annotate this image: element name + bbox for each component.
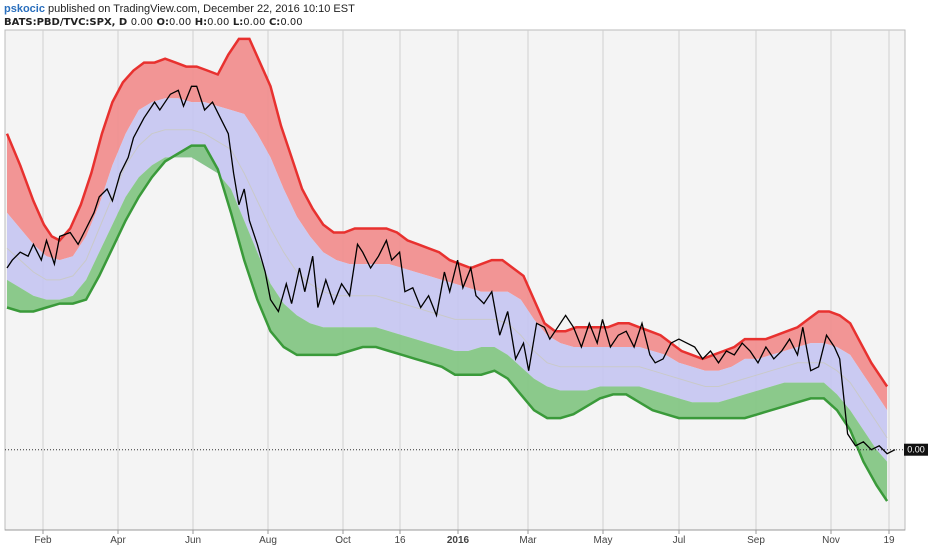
x-tick-label: Jul [673,535,686,546]
ohlc-high-label: H: [194,17,208,28]
symbol-name: BATS:PBD/TVC:SPX, D [4,17,128,28]
x-tick-label: Feb [34,535,52,546]
last-value-text: 0.00 [907,445,925,455]
x-tick-label: Sep [747,535,765,546]
ohlc-value: 0.00 [130,17,153,28]
symbol-line: BATS:PBD/TVC:SPX, D 0.00 O:0.00 H:0.00 L… [4,16,924,30]
ohlc-close-label: C: [268,17,281,28]
ohlc-open-label: O: [156,17,169,28]
x-tick-label: 19 [883,535,895,546]
x-tick-label: May [594,535,613,546]
ohlc-close-value: 0.00 [280,17,303,28]
lower-edge-line [6,144,889,502]
center-line [6,129,888,439]
x-tick-label: 16 [394,535,406,546]
band-fills [7,38,888,502]
ohlc-open-value: 0.00 [168,17,192,28]
x-tick-label: Aug [259,535,277,546]
last-value-badge [904,443,928,456]
x-axis: Feb Apr Jun Aug Oct 16 2016 Mar May Jul Sep Nov 19 [5,529,905,546]
last-value-marker: 0.00 [5,443,928,456]
upper-edge-line [5,37,889,388]
x-tick-label: Oct [335,535,351,546]
chart-header: pskocic published on TradingView.com, De… [4,2,924,30]
x-tick-label: Nov [822,535,840,546]
middle-band-fill [7,98,888,462]
publish-line: pskocic published on TradingView.com, De… [4,2,924,16]
ohlc-low-value: 0.00 [243,17,266,28]
x-tick-label: 2016 [447,535,470,546]
price-line [6,85,896,455]
lower-band-fill [7,145,888,502]
author-link[interactable]: pskocic [4,3,45,15]
series-lines [5,37,896,502]
ohlc-high-value: 0.00 [207,17,230,28]
x-tick-label: Apr [110,535,126,546]
publish-info: published on TradingView.com, December 2… [48,3,355,15]
x-tick-label: Jun [185,535,201,546]
x-tick-label: Mar [519,535,537,546]
ohlc-low-label: L: [232,17,244,28]
